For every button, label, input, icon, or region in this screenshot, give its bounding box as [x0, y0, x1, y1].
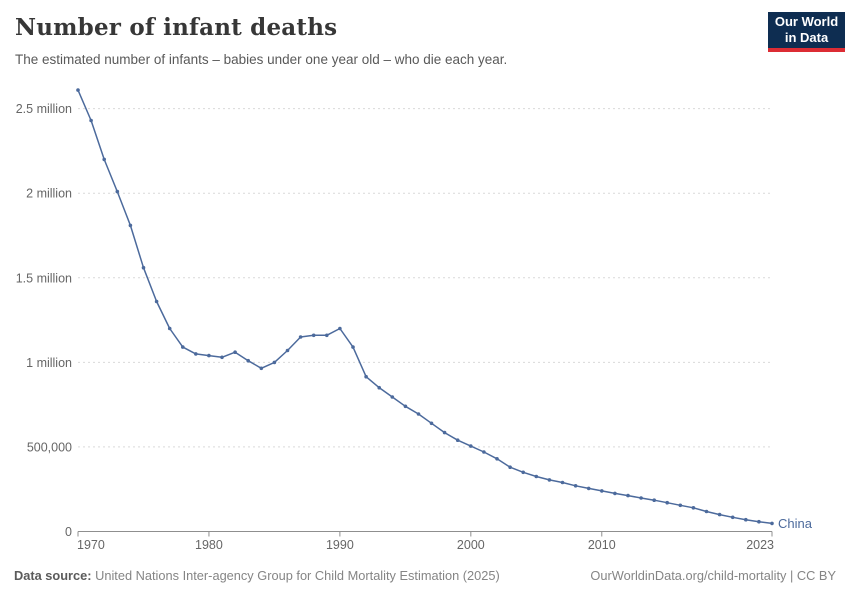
- data-point[interactable]: [416, 412, 421, 416]
- data-point[interactable]: [194, 352, 198, 356]
- data-point[interactable]: [704, 509, 709, 514]
- x-axis-tick-label: 2000: [457, 538, 485, 552]
- data-point[interactable]: [390, 395, 395, 399]
- data-point[interactable]: [730, 515, 735, 520]
- data-point[interactable]: [665, 500, 669, 505]
- x-axis-tick-label: 1970: [77, 538, 105, 552]
- data-point[interactable]: [338, 326, 342, 331]
- y-axis-tick-label: 0: [65, 525, 72, 539]
- series-line-china[interactable]: [77, 89, 773, 525]
- data-point[interactable]: [311, 333, 316, 338]
- y-axis-tick-label: 2 million: [26, 187, 72, 201]
- data-point[interactable]: [154, 299, 159, 304]
- data-point[interactable]: [246, 358, 250, 363]
- data-point[interactable]: [429, 421, 434, 426]
- data-point[interactable]: [626, 493, 630, 498]
- data-point[interactable]: [521, 470, 525, 475]
- data-point[interactable]: [76, 88, 80, 92]
- x-axis-tick-label: 1980: [195, 538, 223, 552]
- data-point[interactable]: [141, 265, 146, 270]
- owid-url-license[interactable]: OurWorldinData.org/child-mortality | CC …: [590, 568, 836, 583]
- data-point[interactable]: [298, 335, 303, 339]
- y-axis-tick-label: 500,000: [27, 440, 72, 454]
- data-source-note: Data source: United Nations Inter-agency…: [14, 568, 500, 583]
- line-chart-canvas[interactable]: 0 500,000 1 million 1.5 million 2 million 2.5…: [0, 0, 850, 560]
- data-point[interactable]: [285, 348, 290, 353]
- data-point[interactable]: [560, 480, 565, 485]
- series-entity-label[interactable]: China: [778, 516, 813, 531]
- y-axis-tick-label: 1.5 million: [16, 271, 72, 285]
- data-source-label: Data source:: [14, 568, 92, 583]
- data-point[interactable]: [377, 385, 382, 390]
- data-point[interactable]: [717, 512, 722, 517]
- data-point[interactable]: [455, 438, 460, 443]
- owid-logo[interactable]: Our World in Data: [768, 12, 845, 52]
- owid-logo-line2: in Data: [784, 30, 829, 45]
- data-point[interactable]: [364, 374, 368, 379]
- chart-footer: Data source: United Nations Inter-agency…: [0, 568, 850, 583]
- data-point[interactable]: [757, 519, 761, 524]
- data-point[interactable]: [573, 484, 578, 488]
- y-axis-tick-label: 1 million: [26, 356, 72, 370]
- data-point[interactable]: [691, 506, 696, 510]
- data-point[interactable]: [220, 355, 224, 360]
- data-point[interactable]: [547, 478, 552, 482]
- data-point[interactable]: [89, 118, 93, 123]
- data-point[interactable]: [639, 496, 643, 500]
- data-source-text: United Nations Inter-agency Group for Ch…: [91, 568, 500, 583]
- data-point[interactable]: [167, 326, 172, 331]
- chart-title: Number of infant deaths: [15, 14, 338, 41]
- x-axis-tick-label: 2023: [746, 538, 774, 552]
- data-point[interactable]: [678, 503, 683, 508]
- data-point[interactable]: [102, 157, 106, 162]
- data-point[interactable]: [600, 489, 604, 493]
- data-point[interactable]: [744, 517, 748, 522]
- data-point[interactable]: [770, 521, 774, 526]
- data-point[interactable]: [508, 465, 512, 470]
- data-point[interactable]: [469, 444, 473, 448]
- data-point[interactable]: [233, 350, 237, 355]
- data-point[interactable]: [259, 366, 264, 371]
- y-axis-tick-label: 2.5 million: [16, 102, 72, 116]
- data-point[interactable]: [181, 345, 185, 349]
- data-point[interactable]: [652, 498, 656, 503]
- data-point[interactable]: [325, 333, 329, 338]
- data-point[interactable]: [207, 353, 211, 358]
- data-point[interactable]: [128, 223, 133, 228]
- x-axis-tick-label: 2010: [588, 538, 616, 552]
- data-point[interactable]: [442, 430, 447, 435]
- data-point[interactable]: [534, 474, 539, 479]
- data-point[interactable]: [351, 345, 355, 349]
- data-point[interactable]: [495, 457, 499, 461]
- chart-subtitle: The estimated number of infants – babies…: [15, 52, 508, 67]
- data-point[interactable]: [586, 486, 591, 491]
- data-point[interactable]: [482, 450, 486, 454]
- x-axis-tick-label: 1990: [326, 538, 354, 552]
- data-point[interactable]: [115, 189, 120, 194]
- data-point[interactable]: [403, 404, 408, 409]
- owid-logo-line1: Our World: [774, 13, 839, 29]
- data-point[interactable]: [272, 360, 277, 365]
- data-point[interactable]: [613, 491, 617, 496]
